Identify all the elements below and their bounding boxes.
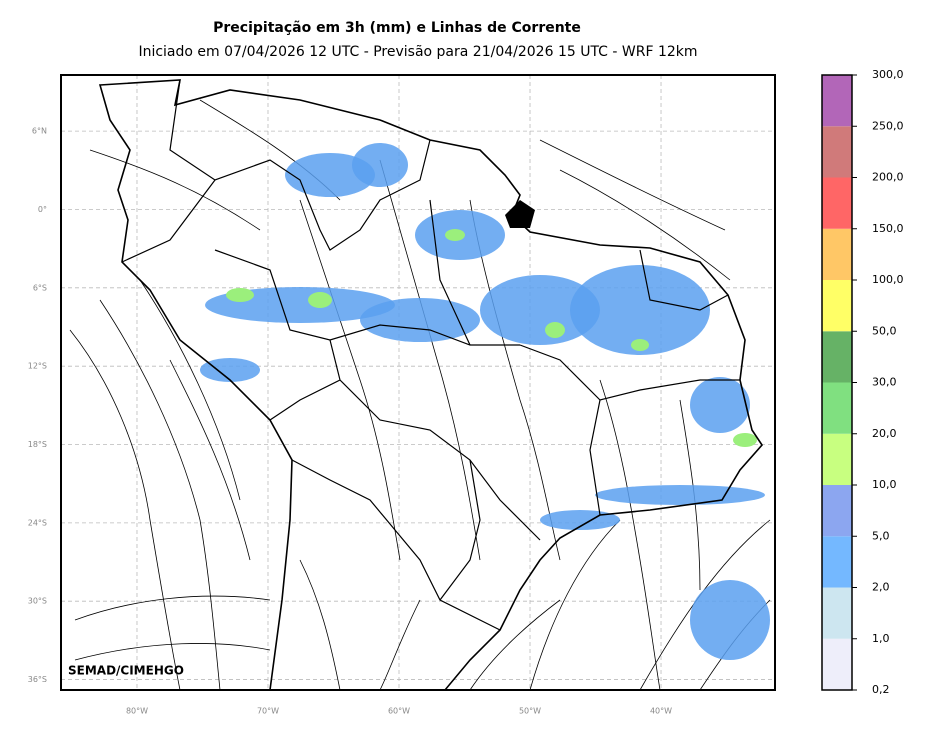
lat-label: 6°S bbox=[33, 283, 47, 292]
colorbar-label: 1,0 bbox=[872, 632, 890, 645]
colorbar-swatch bbox=[822, 485, 852, 537]
colorbar: 0,2 1,0 2,0 5,0 10,0 20,0 30,0 50,0 100,0 150,0 20… bbox=[821, 68, 904, 696]
title: Precipitação em 3h (mm) e Linhas de Corr… bbox=[213, 20, 581, 36]
colorbar-swatch bbox=[822, 536, 852, 588]
colorbar-label: 200,0 bbox=[872, 171, 904, 184]
colorbar-label: 250,0 bbox=[872, 119, 904, 132]
lon-label: 60°W bbox=[388, 707, 410, 716]
colorbar-swatch bbox=[822, 177, 852, 229]
map-frame bbox=[60, 74, 776, 691]
colorbar-swatch bbox=[822, 382, 852, 434]
colorbar-swatch bbox=[822, 587, 852, 639]
colorbar-label: 100,0 bbox=[872, 273, 904, 286]
lat-label: 24°S bbox=[28, 518, 47, 527]
colorbar-label: 50,0 bbox=[872, 324, 897, 337]
lat-label: 18°S bbox=[28, 440, 47, 449]
colorbar-label: 150,0 bbox=[872, 222, 904, 235]
colorbar-swatch bbox=[822, 228, 852, 280]
colorbar-label: 20,0 bbox=[872, 427, 897, 440]
colorbar-label: 30,0 bbox=[872, 376, 897, 389]
lat-label: 0° bbox=[38, 205, 47, 214]
colorbar-swatch bbox=[822, 433, 852, 485]
lat-label: 30°S bbox=[28, 597, 47, 606]
colorbar-label: 10,0 bbox=[872, 478, 897, 491]
island bbox=[505, 200, 535, 228]
colorbar-label: 2,0 bbox=[872, 581, 890, 594]
colorbar-swatch bbox=[822, 638, 852, 690]
colorbar-swatch bbox=[822, 75, 852, 127]
colorbar-swatch bbox=[822, 126, 852, 178]
lat-label: 12°S bbox=[28, 362, 47, 371]
credit: SEMAD/CIMEHGO bbox=[68, 664, 184, 678]
colorbar-label: 300,0 bbox=[872, 68, 904, 81]
colorbar-label: 0,2 bbox=[872, 683, 890, 696]
lon-label: 70°W bbox=[257, 707, 279, 716]
lon-label: 50°W bbox=[519, 707, 541, 716]
streamlines bbox=[69, 99, 771, 691]
colorbar-swatch bbox=[822, 331, 852, 383]
lon-label: 80°W bbox=[126, 707, 148, 716]
subtitle: Iniciado em 07/04/2026 12 UTC - Previsão… bbox=[138, 44, 697, 60]
lon-label: 40°W bbox=[650, 707, 672, 716]
coastline-and-borders bbox=[98, 79, 764, 691]
lat-label: 6°N bbox=[32, 127, 47, 136]
precipitation bbox=[200, 143, 770, 660]
grid bbox=[61, 75, 775, 690]
colorbar-label: 5,0 bbox=[872, 529, 890, 542]
lat-label: 36°S bbox=[28, 675, 47, 684]
colorbar-swatch bbox=[822, 280, 852, 332]
